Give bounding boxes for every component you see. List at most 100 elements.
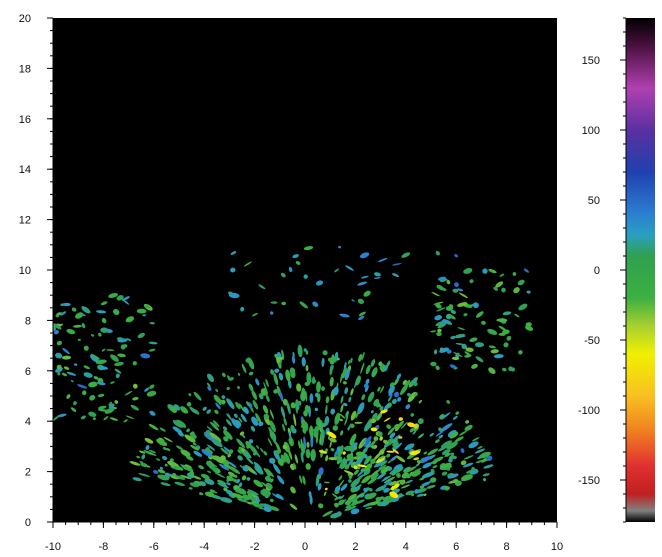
heatmap-cell bbox=[270, 301, 278, 304]
heatmap-cell bbox=[130, 404, 139, 411]
heatmap-cell bbox=[233, 413, 238, 418]
y-tick-label: 12 bbox=[19, 215, 31, 227]
heatmap-cell bbox=[289, 367, 296, 375]
heatmap-cell bbox=[334, 496, 339, 501]
heatmap-cell bbox=[164, 472, 172, 477]
heatmap-cell bbox=[344, 505, 357, 511]
heatmap-cell bbox=[285, 369, 291, 382]
heatmap-cell bbox=[242, 465, 249, 472]
heatmap-cell bbox=[409, 427, 415, 433]
heatmap-cell bbox=[157, 474, 170, 481]
heatmap-cell bbox=[322, 350, 328, 356]
heatmap-cell bbox=[495, 281, 504, 288]
heatmap-cell bbox=[228, 449, 234, 455]
heatmap-cell bbox=[363, 487, 368, 493]
heatmap-cell bbox=[269, 409, 274, 420]
heatmap-cell bbox=[231, 418, 240, 429]
heatmap-cell bbox=[318, 419, 322, 431]
heatmap-cell bbox=[66, 328, 76, 335]
heatmap-cell bbox=[469, 279, 474, 284]
heatmap-cell bbox=[317, 393, 321, 403]
heatmap-cell bbox=[339, 457, 346, 469]
heatmap-cell bbox=[176, 419, 187, 428]
heatmap-cell bbox=[117, 353, 126, 358]
heatmap-cell bbox=[440, 423, 452, 432]
heatmap-cell bbox=[525, 322, 532, 327]
heatmap-cell bbox=[278, 372, 284, 381]
heatmap-cell bbox=[246, 444, 251, 449]
heatmap-cell bbox=[350, 357, 353, 364]
heatmap-cell bbox=[162, 447, 167, 450]
heatmap-cell bbox=[392, 437, 398, 443]
heatmap-cell bbox=[457, 302, 468, 307]
heatmap-cell bbox=[490, 349, 499, 354]
heatmap-cell bbox=[227, 453, 231, 458]
heatmap-cell bbox=[280, 454, 286, 463]
heatmap-cell bbox=[451, 356, 460, 361]
heatmap-cell bbox=[436, 285, 447, 291]
heatmap-cell bbox=[139, 461, 144, 464]
heatmap-cell bbox=[441, 449, 451, 455]
heatmap-cell bbox=[365, 378, 370, 385]
heatmap-cell bbox=[449, 431, 459, 439]
heatmap-cell bbox=[206, 425, 213, 432]
heatmap-cell bbox=[380, 467, 386, 471]
heatmap-cell bbox=[253, 479, 263, 488]
heatmap-cell bbox=[339, 413, 346, 419]
heatmap-cell bbox=[267, 437, 273, 447]
heatmap-cell bbox=[239, 403, 245, 413]
heatmap-cell bbox=[377, 257, 388, 263]
heatmap-cell bbox=[238, 417, 243, 423]
heatmap-cell bbox=[455, 335, 466, 339]
heatmap-cell bbox=[116, 295, 124, 301]
heatmap-cell bbox=[399, 479, 406, 485]
heatmap-cell bbox=[463, 455, 474, 460]
heatmap-cell bbox=[343, 470, 354, 475]
heatmap-cell bbox=[386, 424, 392, 430]
heatmap-cell bbox=[327, 431, 337, 439]
heatmap-cell bbox=[265, 394, 270, 403]
heatmap-cell bbox=[435, 320, 445, 327]
heatmap-cell bbox=[123, 419, 128, 423]
heatmap-cell bbox=[220, 447, 229, 455]
heatmap-cell bbox=[380, 385, 385, 394]
heatmap-cell bbox=[248, 371, 254, 376]
heatmap-cell bbox=[57, 372, 61, 376]
heatmap-cell bbox=[474, 448, 486, 454]
heatmap-cell bbox=[240, 413, 247, 422]
heatmap-cell bbox=[226, 475, 234, 482]
heatmap-cell bbox=[63, 366, 70, 370]
heatmap-cell bbox=[207, 470, 212, 474]
heatmap-cell bbox=[329, 437, 337, 443]
heatmap-cell bbox=[106, 349, 115, 351]
heatmap-cell bbox=[83, 365, 90, 370]
heatmap-cell bbox=[447, 313, 456, 320]
heatmap-cell bbox=[437, 276, 447, 281]
heatmap-cell bbox=[251, 390, 258, 400]
heatmap-cell bbox=[213, 435, 222, 444]
heatmap-cell bbox=[270, 369, 275, 375]
heatmap-cell bbox=[380, 501, 388, 507]
heatmap-cell bbox=[387, 466, 393, 471]
heatmap-cell bbox=[293, 413, 297, 427]
heatmap-cell bbox=[156, 438, 168, 447]
heatmap-cell bbox=[334, 412, 341, 426]
heatmap-cell bbox=[303, 274, 308, 279]
heatmap-cell bbox=[482, 477, 487, 482]
heatmap-cell bbox=[381, 475, 392, 482]
heatmap-cell bbox=[350, 508, 360, 515]
heatmap-cell bbox=[70, 407, 77, 412]
heatmap-cell bbox=[140, 353, 151, 359]
heatmap-cell bbox=[436, 331, 442, 337]
heatmap-cell bbox=[104, 407, 115, 414]
heatmap-cell bbox=[349, 433, 357, 446]
heatmap-cell bbox=[81, 314, 86, 316]
heatmap-cell bbox=[240, 306, 245, 312]
heatmap-cell bbox=[181, 465, 194, 472]
x-tick-label: -4 bbox=[199, 541, 209, 553]
heatmap-cell bbox=[225, 419, 232, 427]
heatmap-cell bbox=[415, 463, 420, 467]
heatmap-cell bbox=[95, 359, 107, 365]
heatmap-cell bbox=[443, 465, 453, 471]
heatmap-cell bbox=[237, 386, 240, 389]
